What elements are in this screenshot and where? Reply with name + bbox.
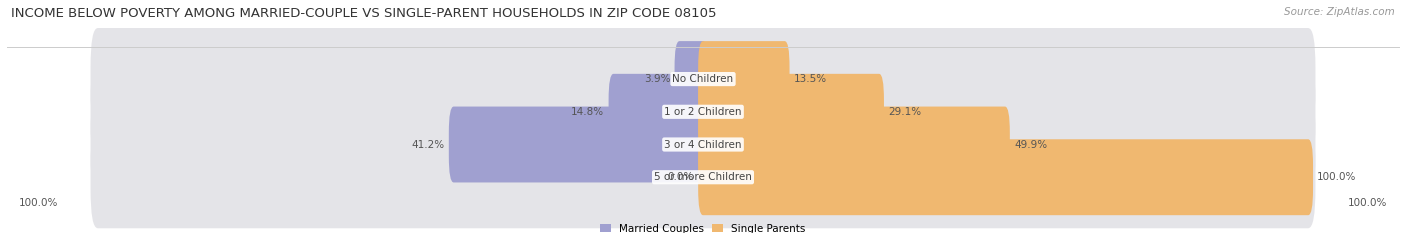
Text: 14.8%: 14.8% <box>571 107 605 117</box>
FancyBboxPatch shape <box>699 41 790 117</box>
Text: Source: ZipAtlas.com: Source: ZipAtlas.com <box>1284 7 1395 17</box>
FancyBboxPatch shape <box>699 106 1010 182</box>
Text: 100.0%: 100.0% <box>1347 198 1386 208</box>
FancyBboxPatch shape <box>675 41 707 117</box>
FancyBboxPatch shape <box>449 106 707 182</box>
Text: 29.1%: 29.1% <box>889 107 921 117</box>
FancyBboxPatch shape <box>90 28 1316 130</box>
Text: 49.9%: 49.9% <box>1014 140 1047 150</box>
Text: 100.0%: 100.0% <box>20 198 59 208</box>
Text: 100.0%: 100.0% <box>1317 172 1357 182</box>
FancyBboxPatch shape <box>90 61 1316 163</box>
FancyBboxPatch shape <box>609 74 707 150</box>
FancyBboxPatch shape <box>699 139 1313 215</box>
Text: 0.0%: 0.0% <box>668 172 695 182</box>
Text: 13.5%: 13.5% <box>794 74 827 84</box>
Text: INCOME BELOW POVERTY AMONG MARRIED-COUPLE VS SINGLE-PARENT HOUSEHOLDS IN ZIP COD: INCOME BELOW POVERTY AMONG MARRIED-COUPL… <box>11 7 717 20</box>
Text: No Children: No Children <box>672 74 734 84</box>
Text: 3.9%: 3.9% <box>644 74 671 84</box>
Text: 1 or 2 Children: 1 or 2 Children <box>664 107 742 117</box>
FancyBboxPatch shape <box>90 126 1316 228</box>
FancyBboxPatch shape <box>90 93 1316 195</box>
Legend: Married Couples, Single Parents: Married Couples, Single Parents <box>600 224 806 233</box>
FancyBboxPatch shape <box>699 74 884 150</box>
Text: 3 or 4 Children: 3 or 4 Children <box>664 140 742 150</box>
Text: 41.2%: 41.2% <box>412 140 444 150</box>
Text: 5 or more Children: 5 or more Children <box>654 172 752 182</box>
